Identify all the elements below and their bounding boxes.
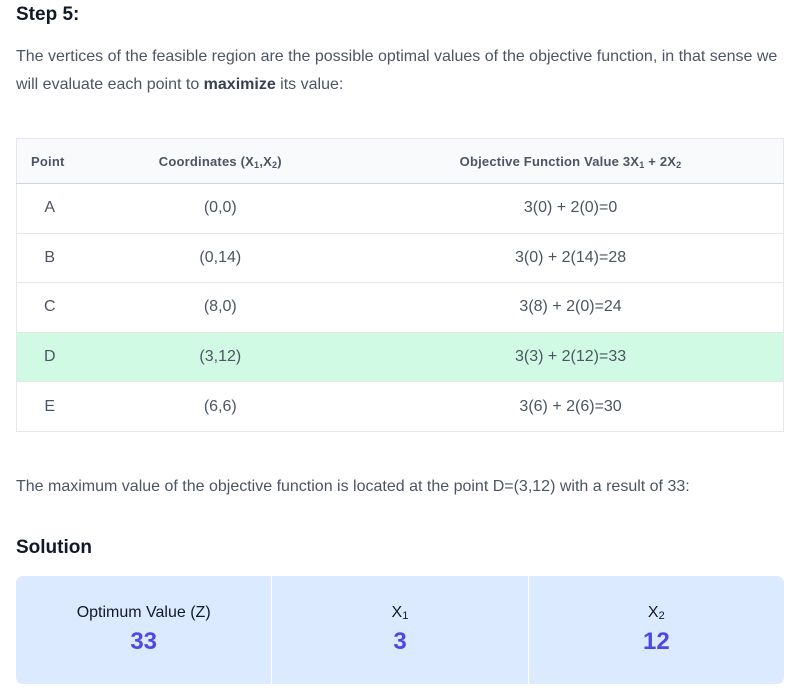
solution-optimum-cell: Optimum Value (Z) 33: [16, 576, 271, 684]
intro-text-bold: maximize: [203, 76, 276, 93]
intro-paragraph: The vertices of the feasible region are …: [16, 43, 786, 99]
solution-box: Optimum Value (Z) 33 X1 3 X2 12: [16, 576, 784, 684]
row-coordinates: (6,6): [82, 381, 359, 432]
row-point: C: [16, 282, 83, 333]
row-objective-value: 3(0) + 2(14)=28: [358, 232, 784, 283]
row-objective-value: 3(8) + 2(0)=24: [358, 282, 784, 333]
row-point: B: [16, 232, 83, 283]
row-coordinates: (8,0): [82, 282, 359, 333]
optimum-value-label: Optimum Value (Z): [76, 604, 211, 621]
header-coord-sub2: 2: [272, 159, 278, 170]
header-obj-mid: + 2X: [644, 153, 677, 169]
row-coordinates: (3,12): [82, 331, 359, 382]
x2-label: X2: [648, 602, 665, 624]
table-row: B (0,14) 3(0) + 2(14)=28: [16, 232, 784, 283]
row-objective-value: 3(6) + 2(6)=30: [358, 381, 784, 432]
table-row: A (0,0) 3(0) + 2(0)=0: [17, 184, 784, 234]
header-coord-mid: ,X: [259, 153, 272, 169]
optimum-value: 33: [130, 628, 158, 655]
row-point: E: [16, 381, 83, 432]
x1-label: X1: [392, 602, 409, 624]
x1-label-base: X: [391, 604, 403, 621]
header-coord-prefix: Coordinates (X: [158, 153, 255, 169]
table-row: C (8,0) 3(8) + 2(0)=24: [16, 282, 784, 333]
header-obj-sub2: 2: [676, 159, 682, 170]
header-obj-sub1: 1: [639, 159, 645, 170]
row-objective-value: 3(3) + 2(12)=33: [358, 331, 784, 382]
solution-x1-cell: X1 3: [271, 576, 527, 684]
header-obj-prefix: Objective Function Value 3X: [459, 153, 640, 169]
x2-label-base: X: [647, 604, 659, 621]
row-coordinates: (0,14): [82, 232, 359, 283]
header-coordinates: Coordinates (X1,X2): [82, 138, 359, 184]
table-row-optimal: D (3,12) 3(3) + 2(12)=33: [16, 331, 784, 382]
header-coord-sub1: 1: [254, 159, 260, 170]
row-objective-value: 3(0) + 2(0)=0: [523, 199, 618, 217]
header-objective: Objective Function Value 3X1 + 2X2: [358, 138, 784, 184]
table-row: E (6,6) 3(6) + 2(6)=30: [16, 381, 784, 432]
x1-value: 3: [393, 628, 407, 655]
intro-text-after: its value:: [275, 76, 344, 93]
x2-label-sub: 2: [658, 610, 665, 622]
intro-text-before: The vertices of the feasible region are …: [16, 48, 778, 93]
header-point: Point: [16, 138, 83, 184]
row-coordinates: (0,0): [203, 199, 237, 217]
header-point-label: Point: [31, 153, 65, 169]
vertices-table: Point Coordinates (X1,X2) Objective Func…: [16, 138, 784, 432]
conclusion-text: The maximum value of the objective funct…: [16, 478, 690, 495]
table-header-row: Point Coordinates (X1,X2) Objective Func…: [16, 138, 784, 184]
step-title: Step 5:: [16, 4, 80, 25]
row-point: D: [16, 331, 83, 382]
header-coord-suffix: ): [277, 153, 282, 169]
x1-label-sub: 1: [402, 610, 409, 622]
row-point: A: [44, 199, 56, 217]
solution-title: Solution: [16, 537, 92, 558]
solution-x2-cell: X2 12: [527, 576, 784, 684]
x2-value: 12: [642, 628, 670, 655]
